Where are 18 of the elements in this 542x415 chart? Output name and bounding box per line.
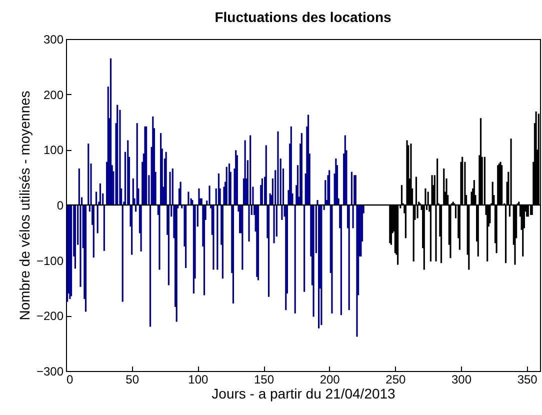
x-tick-label: 250 [386, 372, 406, 386]
y-tick-label: 0 [56, 198, 64, 212]
y-tick-label: 100 [43, 143, 64, 158]
x-tick-label: 300 [451, 372, 472, 386]
x-tick-label: 50 [126, 372, 140, 386]
x-tick-label: 100 [188, 372, 208, 386]
x-tick-label: 0 [66, 372, 74, 386]
x-tick-label: 150 [254, 372, 274, 386]
y-tick-label: −100 [36, 254, 64, 268]
y-tick-label: 200 [43, 88, 64, 102]
x-tick-label: 350 [517, 372, 538, 386]
x-tick-label: 200 [320, 372, 340, 386]
y-tick-label: −300 [36, 364, 64, 378]
y-axis-title: Nombre de vélos utilisés - moyennes [16, 90, 32, 320]
y-tick-label: −200 [36, 309, 64, 324]
chart-title: Fluctuations des locations [214, 9, 392, 25]
y-tick-label: 300 [43, 32, 64, 46]
x-axis-title: Jours - a partir du 21/04/2013 [212, 386, 396, 402]
